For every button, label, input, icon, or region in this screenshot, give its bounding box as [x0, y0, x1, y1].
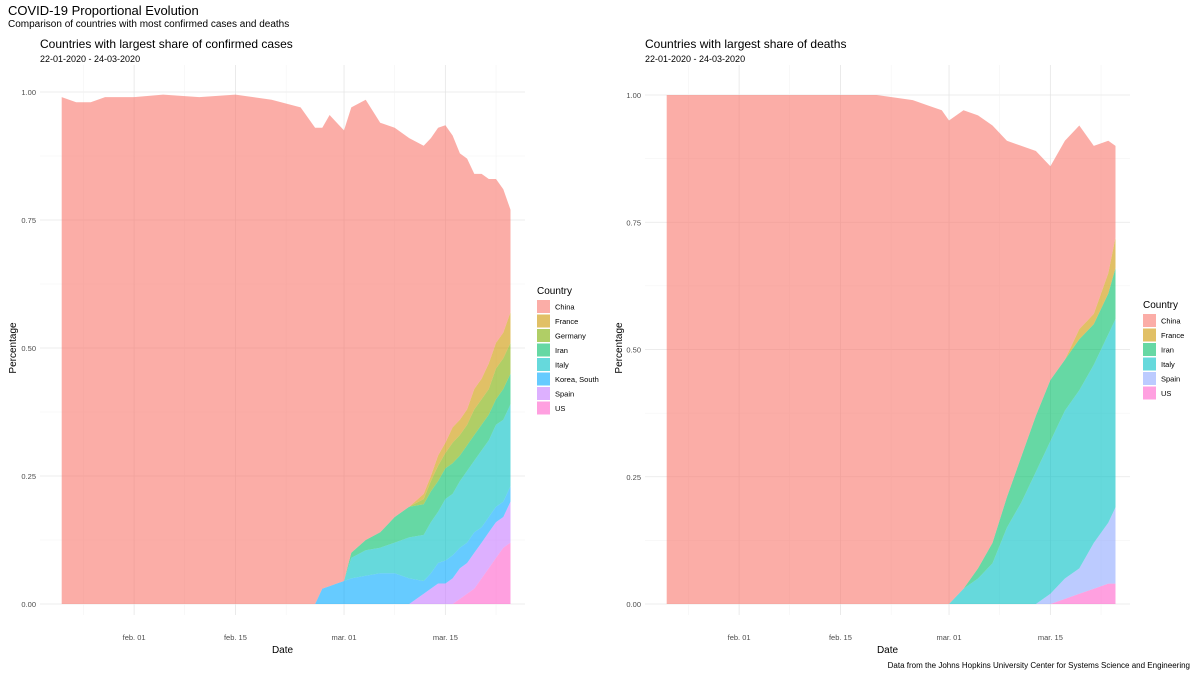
stacked-areas — [61, 94, 511, 604]
legend-swatch-germany — [537, 329, 550, 342]
x-tick-label: feb. 15 — [829, 633, 852, 642]
y-tick-label: 0.25 — [21, 472, 36, 481]
y-tick-label: 0.75 — [626, 218, 641, 227]
y-axis-title: Percentage — [614, 322, 625, 374]
legend-label-korea-south: Korea, South — [555, 375, 599, 384]
legend-label-spain: Spain — [1161, 375, 1180, 384]
x-tick-label: feb. 01 — [123, 633, 146, 642]
legend-label-italy: Italy — [1161, 360, 1175, 369]
y-tick-label: 0.75 — [21, 216, 36, 225]
panel-title: Countries with largest share of deaths — [645, 37, 846, 51]
legend-label-iran: Iran — [1161, 346, 1174, 355]
legend-label-france: France — [555, 317, 578, 326]
y-tick-label: 0.50 — [626, 346, 641, 355]
legend-swatch-italy — [537, 358, 550, 371]
x-tick-label: feb. 01 — [728, 633, 751, 642]
y-tick-label: 0.25 — [626, 473, 641, 482]
legend-swatch-italy — [1143, 357, 1156, 371]
legend-label-france: France — [1161, 331, 1184, 340]
panel-deaths: Countries with largest share of deaths 22… — [614, 37, 1184, 656]
y-tick-label: 0.00 — [626, 600, 641, 609]
legend-label-iran: Iran — [555, 346, 568, 355]
chart-main-title: COVID-19 Proportional Evolution — [8, 3, 199, 18]
legend: Country China France Germany Iran Italy Korea,… — [537, 286, 599, 415]
area-us — [666, 583, 1116, 604]
area-us — [61, 542, 511, 604]
legend-title: Country — [1143, 300, 1178, 311]
area-china — [666, 95, 1116, 604]
area-spain — [61, 501, 511, 604]
area-italy — [61, 404, 511, 604]
panel-confirmed-cases: Countries with largest share of confirme… — [8, 37, 599, 656]
legend-swatch-us — [537, 401, 550, 415]
panel-subtitle: 22-01-2020 - 24-03-2020 — [40, 54, 140, 64]
y-tick-label: 0.50 — [21, 344, 36, 353]
legend-swatch-france — [537, 314, 550, 328]
y-axis-title: Percentage — [8, 322, 19, 374]
panel-subtitle: 22-01-2020 - 24-03-2020 — [645, 54, 745, 64]
y-tick-label: 1.00 — [21, 88, 36, 97]
area-china — [61, 94, 511, 604]
x-axis-title: Date — [272, 645, 294, 656]
legend-label-italy: Italy — [555, 361, 569, 370]
x-tick-label: mar. 15 — [433, 633, 458, 642]
x-tick-label: mar. 01 — [332, 633, 357, 642]
legend-swatch-korea-south — [537, 372, 550, 386]
chart-main-subtitle: Comparison of countries with most confir… — [8, 19, 290, 30]
x-axis-title: Date — [877, 645, 899, 656]
legend-title: Country — [537, 286, 572, 297]
x-tick-label: mar. 15 — [1038, 633, 1063, 642]
x-tick-label: mar. 01 — [937, 633, 962, 642]
y-tick-label: 1.00 — [626, 91, 641, 100]
legend-swatch-china — [537, 300, 550, 313]
panel-title: Countries with largest share of confirme… — [40, 37, 293, 51]
chart-caption: Data from the Johns Hopkins University C… — [887, 661, 1190, 670]
x-tick-label: feb. 15 — [224, 633, 247, 642]
legend-swatch-france — [1143, 328, 1156, 342]
legend: Country China France Iran Italy Spain US — [1143, 300, 1184, 400]
legend-swatch-china — [1143, 314, 1156, 327]
legend-swatch-us — [1143, 386, 1156, 400]
legend-swatch-iran — [1143, 343, 1156, 356]
legend-swatch-iran — [537, 343, 550, 357]
stacked-areas — [666, 95, 1116, 604]
area-iran — [666, 268, 1116, 604]
legend-swatch-spain — [1143, 372, 1156, 385]
legend-label-china: China — [555, 303, 575, 312]
legend-label-us: US — [555, 404, 565, 413]
legend-label-spain: Spain — [555, 390, 574, 399]
y-tick-label: 0.00 — [21, 600, 36, 609]
legend-swatch-spain — [537, 387, 550, 400]
legend-label-germany: Germany — [555, 332, 586, 341]
legend-label-china: China — [1161, 317, 1181, 326]
legend-label-us: US — [1161, 389, 1171, 398]
area-spain — [666, 507, 1116, 604]
